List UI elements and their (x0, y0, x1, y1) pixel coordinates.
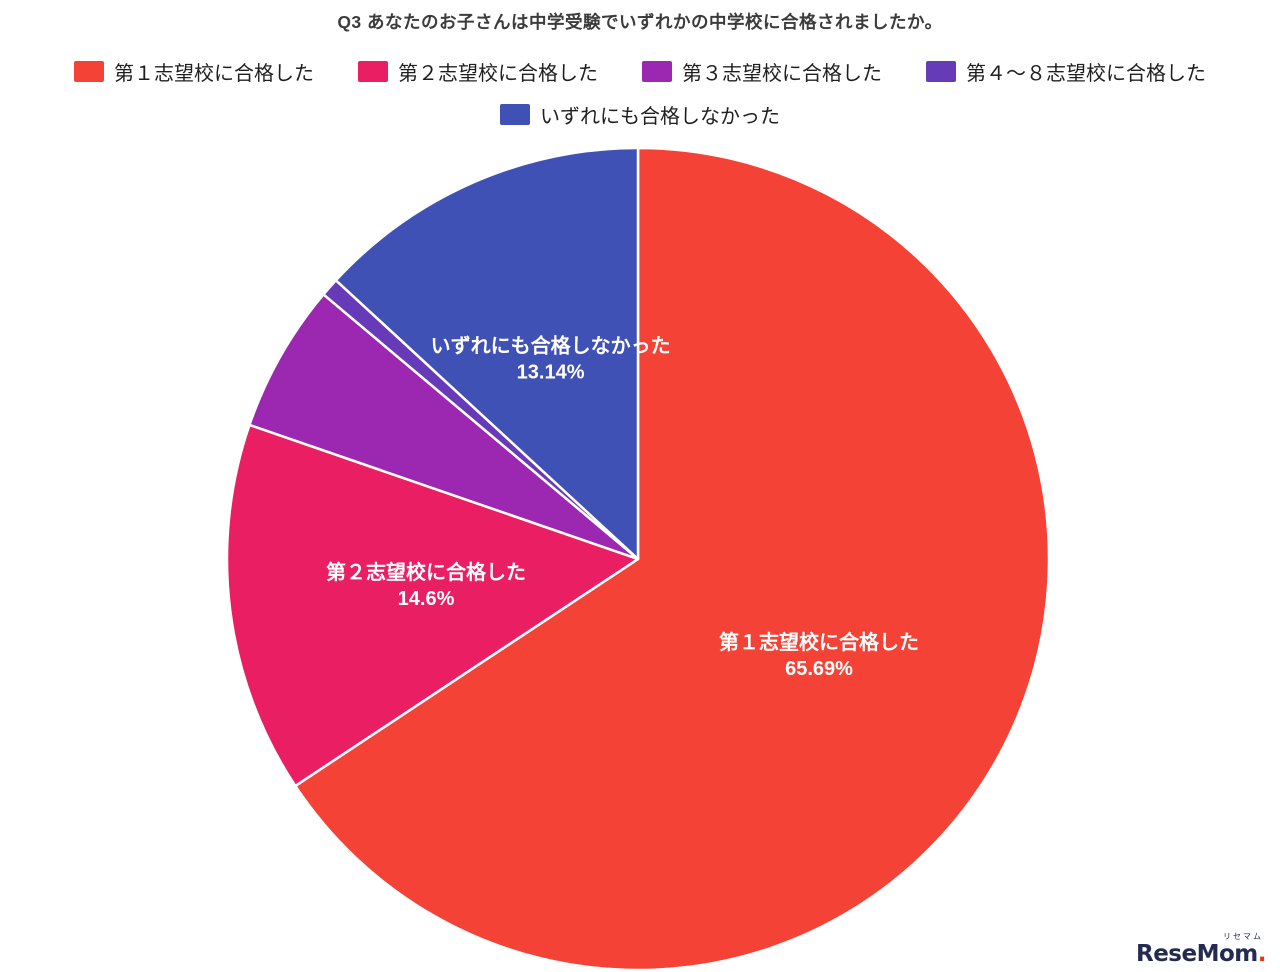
chart-legend: 第１志望校に合格した 第２志望校に合格した 第３志望校に合格した 第４～８志望校… (0, 57, 1280, 129)
legend-swatch (74, 61, 104, 82)
legend-row-1: 第１志望校に合格した 第２志望校に合格した 第３志望校に合格した 第４～８志望校… (74, 57, 1206, 86)
legend-row-2: いずれにも合格しなかった (500, 100, 780, 129)
legend-label: 第４～８志望校に合格した (966, 63, 1206, 85)
legend-swatch (358, 61, 388, 82)
legend-item: 第３志望校に合格した (642, 57, 882, 86)
logo-ruby-text: リセマム (1223, 932, 1263, 941)
legend-item: いずれにも合格しなかった (500, 100, 780, 129)
logo-dot: . (1257, 941, 1267, 967)
pie-slice (248, 293, 640, 561)
pie-slice-label: いずれにも合格しなかった 13.14% (431, 334, 671, 384)
legend-swatch (926, 61, 956, 82)
pie-slice (225, 423, 640, 788)
legend-label: 第３志望校に合格した (682, 63, 882, 85)
chart-title: Q3 あなたのお子さんは中学受験でいずれかの中学校に合格されましたか。 (337, 12, 943, 32)
legend-item: 第１志望校に合格した (74, 57, 314, 86)
legend-swatch (642, 61, 672, 82)
legend-item: 第２志望校に合格した (358, 57, 598, 86)
logo-text: ReseMom (1135, 941, 1258, 967)
legend-item: 第４～８志望校に合格した (926, 57, 1206, 86)
pie-slice (294, 146, 1051, 972)
logo-wordmark: ReseMom. (1135, 941, 1267, 967)
pie-slice-label: 第２志望校に合格した 14.6% (326, 560, 526, 610)
pie-slice (334, 146, 640, 561)
legend-swatch (500, 104, 530, 125)
pie-slice-label: 第１志望校に合格した 65.69% (719, 630, 919, 680)
legend-label: 第２志望校に合格した (398, 63, 598, 85)
legend-label: いずれにも合格しなかった (540, 106, 780, 128)
legend-label: 第１志望校に合格した (114, 63, 314, 85)
resemom-logo: リセマム ReseMom. (1135, 932, 1267, 967)
